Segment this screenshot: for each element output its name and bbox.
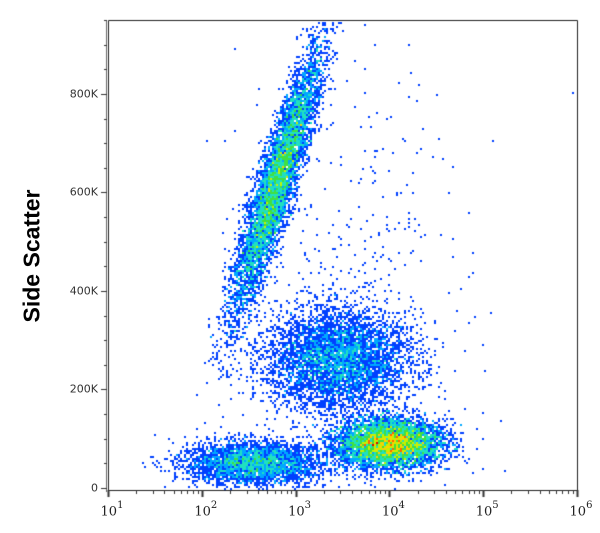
- x-tick-label: 101: [100, 500, 124, 520]
- x-tick-label: 106: [569, 500, 593, 520]
- x-tick-label: 104: [381, 500, 405, 520]
- x-tick-label: 102: [194, 500, 218, 520]
- y-tick-label: 400K: [69, 284, 98, 298]
- x-tick-label: 105: [475, 500, 499, 520]
- y-axis-label: Side Scatter: [18, 189, 45, 323]
- y-tick-label: 800K: [69, 87, 98, 101]
- y-tick-label: 0: [91, 481, 98, 495]
- x-tick-label: 103: [288, 500, 312, 520]
- y-tick-label: 200K: [69, 382, 98, 396]
- y-tick-label: 600K: [69, 185, 98, 199]
